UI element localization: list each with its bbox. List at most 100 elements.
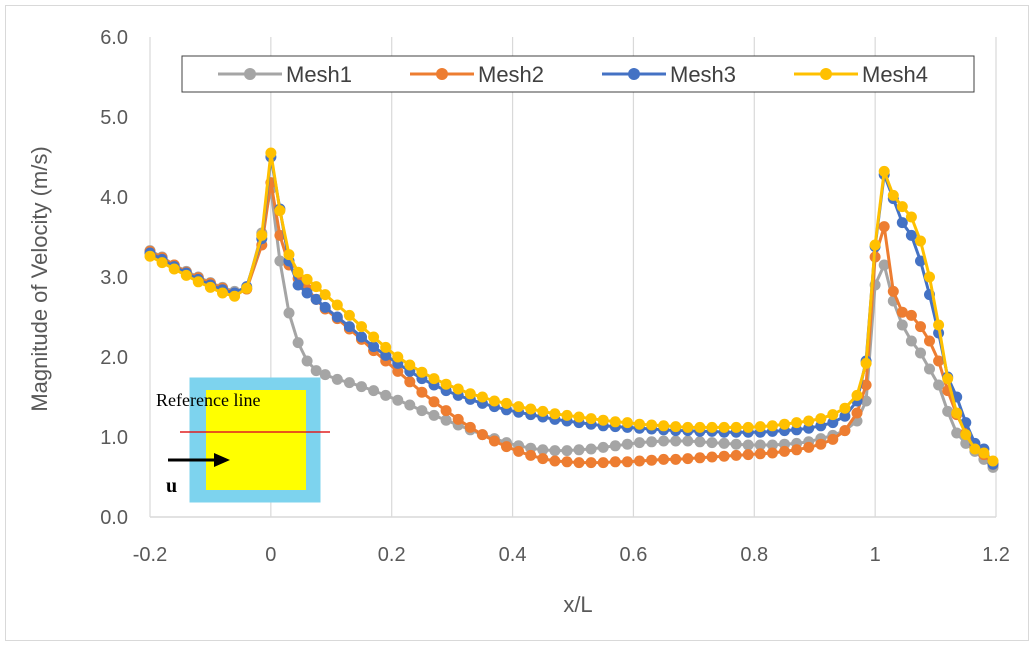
y-tick-label: 4.0 xyxy=(100,187,128,209)
data-point xyxy=(896,319,908,331)
data-point xyxy=(646,436,658,448)
data-point xyxy=(694,452,706,464)
data-point xyxy=(356,331,367,343)
data-point xyxy=(634,418,645,430)
legend-label: Mesh3 xyxy=(670,62,736,87)
data-point xyxy=(428,409,440,421)
data-point xyxy=(815,438,827,450)
data-point xyxy=(621,438,633,450)
data-point xyxy=(180,269,192,281)
data-point xyxy=(549,445,561,457)
data-point xyxy=(549,455,561,467)
data-point xyxy=(609,416,621,428)
data-point xyxy=(706,451,718,463)
data-point xyxy=(156,257,168,269)
data-point xyxy=(416,386,428,398)
data-point xyxy=(766,439,778,451)
data-point xyxy=(368,385,380,397)
data-point xyxy=(585,413,597,425)
data-point xyxy=(319,301,331,313)
data-point xyxy=(310,365,322,377)
series-layer xyxy=(144,147,999,473)
data-point xyxy=(392,365,404,377)
data-point xyxy=(368,331,380,343)
data-point xyxy=(827,409,839,421)
data-point xyxy=(905,229,917,241)
legend-label: Mesh4 xyxy=(862,62,928,87)
y-tick-label: 3.0 xyxy=(100,267,128,289)
data-point xyxy=(803,441,815,453)
data-point xyxy=(933,355,945,367)
data-point xyxy=(256,229,268,241)
y-tick-label: 2.0 xyxy=(100,347,128,369)
data-point xyxy=(513,445,525,457)
data-point xyxy=(319,289,331,301)
data-point xyxy=(585,443,597,455)
data-point xyxy=(476,391,488,403)
data-point xyxy=(404,359,416,371)
data-point xyxy=(779,445,790,457)
data-point xyxy=(585,457,597,469)
data-point xyxy=(440,414,452,426)
data-point xyxy=(915,235,926,247)
data-point xyxy=(951,407,963,419)
data-point xyxy=(144,250,156,262)
data-point xyxy=(682,421,694,433)
data-point xyxy=(488,395,500,407)
data-point xyxy=(670,453,682,465)
data-point xyxy=(718,450,730,462)
data-point xyxy=(573,444,585,456)
data-point xyxy=(766,420,778,432)
data-point xyxy=(978,447,990,459)
legend-label: Mesh2 xyxy=(478,62,544,87)
data-point xyxy=(878,259,890,271)
data-point xyxy=(609,456,621,468)
data-point xyxy=(803,415,815,427)
data-point xyxy=(488,435,500,447)
data-point xyxy=(706,421,718,433)
data-point xyxy=(537,453,549,465)
legend-marker xyxy=(820,68,832,80)
data-point xyxy=(380,341,392,353)
data-point xyxy=(380,389,392,401)
data-point xyxy=(368,341,380,353)
flow-symbol: u xyxy=(166,475,177,497)
data-point xyxy=(730,421,742,433)
data-point xyxy=(951,427,963,439)
data-point xyxy=(319,369,331,381)
y-tick-label: 6.0 xyxy=(100,27,128,49)
series-mesh4 xyxy=(144,147,999,467)
data-point xyxy=(573,457,585,469)
data-point xyxy=(204,281,216,293)
data-point xyxy=(292,279,304,291)
data-point xyxy=(896,306,908,318)
data-point xyxy=(766,447,778,459)
data-point xyxy=(718,437,730,449)
data-point xyxy=(742,421,754,433)
data-point xyxy=(815,413,827,425)
reference-line-inset: Reference line u xyxy=(156,377,330,503)
data-point xyxy=(851,407,863,419)
chart-frame xyxy=(5,5,1029,641)
data-point xyxy=(742,439,754,451)
data-point xyxy=(513,401,525,413)
legend-marker xyxy=(436,68,448,80)
legend-marker xyxy=(244,68,256,80)
data-point xyxy=(960,429,972,441)
data-point xyxy=(301,355,313,367)
data-point xyxy=(694,436,706,448)
data-point xyxy=(609,440,621,452)
data-point xyxy=(634,437,645,449)
legend-label: Mesh1 xyxy=(286,62,352,87)
data-point xyxy=(356,381,367,393)
data-point xyxy=(887,189,899,201)
data-point xyxy=(791,444,803,456)
data-point xyxy=(464,421,476,433)
series-line xyxy=(149,187,994,469)
data-point xyxy=(392,351,404,363)
data-point xyxy=(730,438,742,450)
data-point xyxy=(168,263,180,275)
data-point xyxy=(525,403,537,415)
x-tick-label: 0.8 xyxy=(740,544,768,566)
